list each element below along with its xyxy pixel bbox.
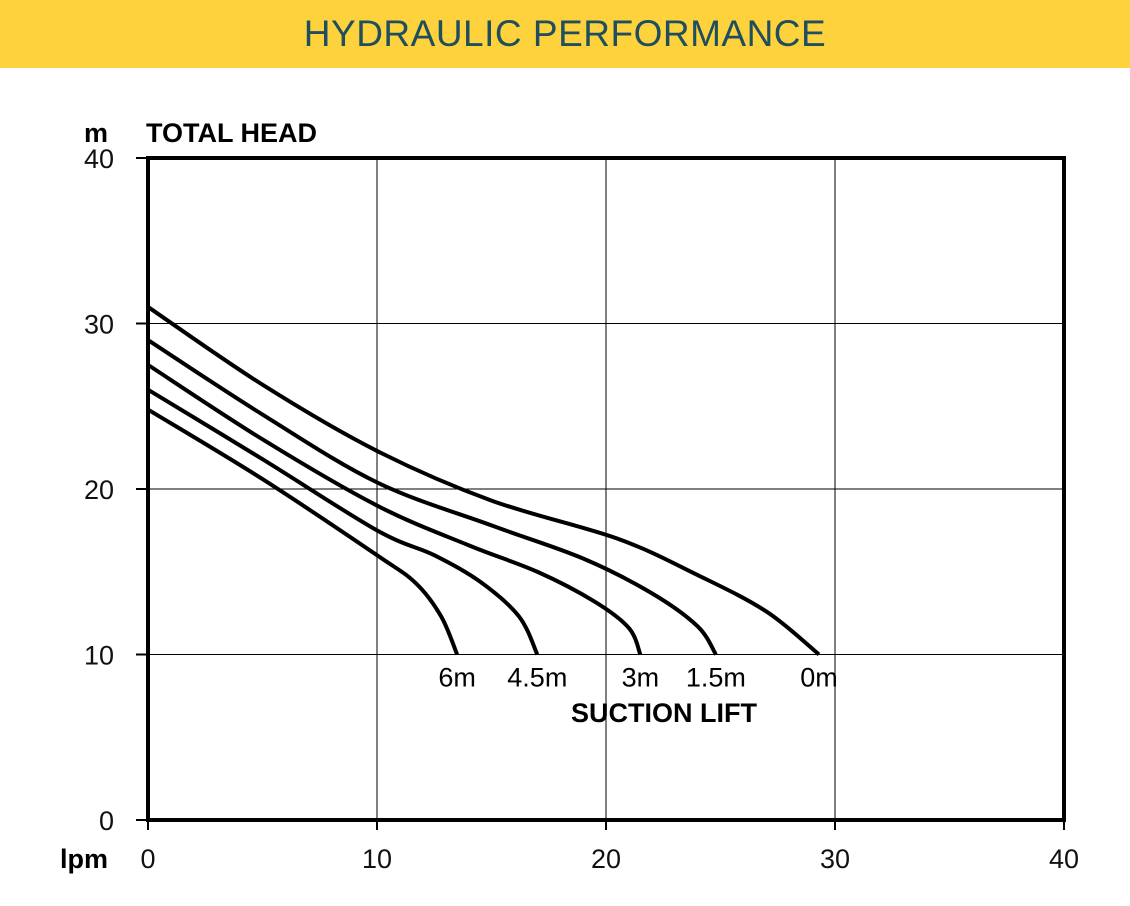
curve-6m bbox=[146, 407, 460, 656]
axis-ticks: 0 10 20 30 40 0 10 20 30 40 bbox=[84, 144, 1079, 874]
y-tick-label: 0 bbox=[99, 806, 114, 836]
legend-title: SUCTION LIFT bbox=[571, 698, 757, 728]
y-axis-unit: m bbox=[84, 118, 108, 148]
chart-title: HYDRAULIC PERFORMANCE bbox=[303, 13, 827, 54]
curve-label: 0m bbox=[800, 663, 838, 693]
y-tick-label: 30 bbox=[84, 310, 114, 340]
title-banner: HYDRAULIC PERFORMANCE bbox=[0, 0, 1130, 68]
y-axis-title: TOTAL HEAD bbox=[146, 118, 317, 148]
x-tick-label: 10 bbox=[362, 844, 392, 874]
curve-label: 4.5m bbox=[507, 663, 567, 693]
curve-label: 3m bbox=[622, 663, 660, 693]
curve-label: 1.5m bbox=[686, 663, 746, 693]
y-tick-label: 40 bbox=[84, 144, 114, 174]
performance-curves: 0m 1.5m 3m 4.5m 6m bbox=[146, 305, 838, 693]
x-tick-label: 0 bbox=[140, 844, 155, 874]
y-tick-label: 20 bbox=[84, 475, 114, 505]
grid-lines bbox=[148, 158, 1064, 820]
curve-4-5m bbox=[146, 387, 540, 656]
curve-label: 6m bbox=[438, 663, 476, 693]
curve-3m bbox=[146, 363, 643, 656]
x-tick-label: 40 bbox=[1049, 844, 1079, 874]
x-tick-label: 20 bbox=[591, 844, 621, 874]
curve-0m bbox=[146, 305, 821, 657]
y-tick-label: 10 bbox=[84, 641, 114, 671]
x-tick-label: 30 bbox=[820, 844, 850, 874]
curve-1-5m bbox=[146, 338, 718, 656]
x-axis-unit: lpm bbox=[60, 844, 108, 874]
